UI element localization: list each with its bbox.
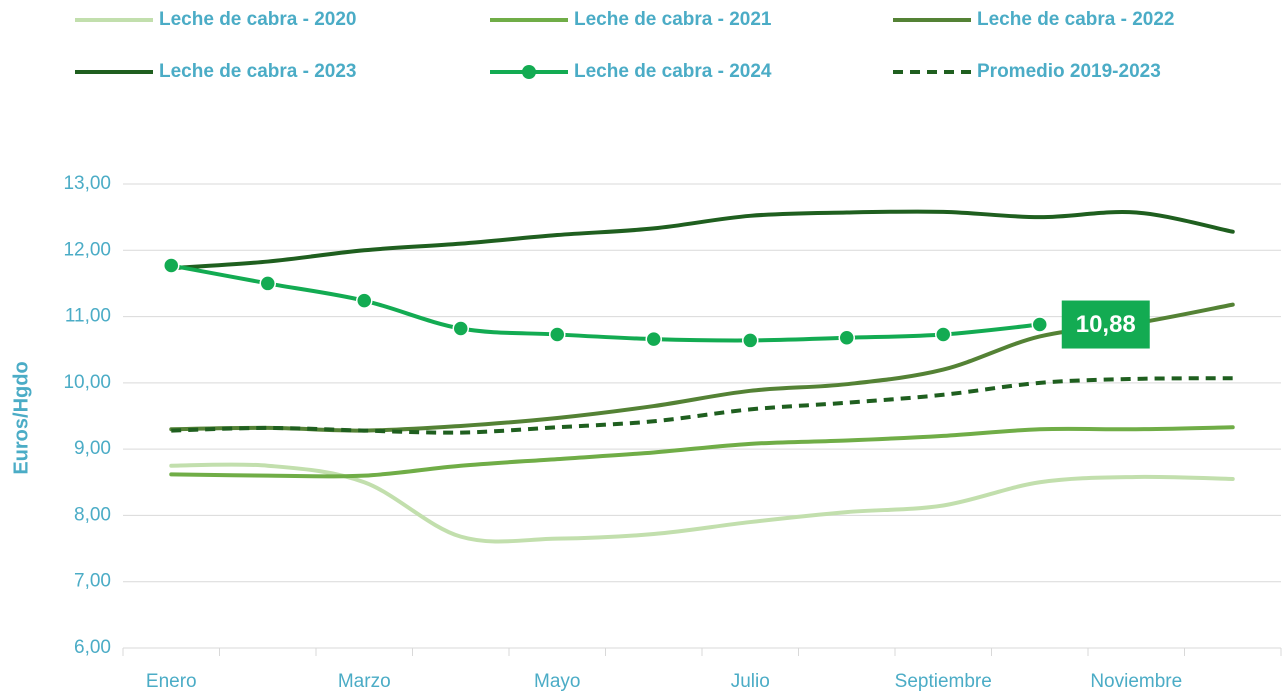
point: [645, 330, 662, 348]
point: [163, 257, 180, 274]
x-tick-label: Enero: [146, 671, 197, 692]
value-label-text: 10,88: [1076, 311, 1136, 338]
point: [1031, 316, 1048, 333]
x-tick-label: Mayo: [534, 671, 580, 692]
legend-label: Leche de cabra - 2023: [159, 61, 357, 82]
point: [838, 329, 855, 347]
y-tick-label: 12,00: [63, 239, 111, 260]
y-tick-label: 13,00: [63, 173, 111, 194]
x-tick-label: Septiembre: [895, 671, 992, 692]
x-tick-label: Marzo: [338, 671, 391, 692]
y-tick-label: 10,00: [63, 372, 111, 393]
legend-label: Leche de cabra - 2020: [159, 9, 357, 30]
legend-label: Leche de cabra - 2024: [574, 61, 772, 82]
y-tick-label: 6,00: [74, 637, 111, 658]
series-line: [169, 263, 1042, 343]
legend-label: Leche de cabra - 2021: [574, 9, 772, 30]
y-tick-label: 8,00: [74, 504, 111, 525]
series-line: [169, 462, 1235, 544]
x-tick-label: Julio: [731, 671, 770, 692]
series-line: [171, 376, 1233, 435]
legend-label: Promedio 2019-2023: [977, 61, 1161, 82]
y-tick-label: 11,00: [65, 306, 111, 327]
value-label: 10,88: [1061, 300, 1150, 349]
x-tick-label: Noviembre: [1090, 671, 1182, 692]
y-tick-label: 9,00: [74, 438, 111, 459]
y-tick-label: 7,00: [74, 571, 111, 592]
series-line: [169, 209, 1235, 271]
point: [935, 326, 952, 343]
point: [259, 275, 276, 292]
value-label-box: [1061, 300, 1150, 349]
legend-marker: [522, 65, 536, 79]
point: [549, 326, 566, 343]
y-axis-title: Euros/Hgdo: [10, 361, 32, 474]
point: [452, 320, 469, 337]
legend-label: Leche de cabra - 2022: [977, 9, 1175, 30]
point: [356, 292, 373, 309]
point: [742, 332, 759, 349]
series-line: [169, 425, 1235, 479]
series-line: [169, 302, 1235, 433]
